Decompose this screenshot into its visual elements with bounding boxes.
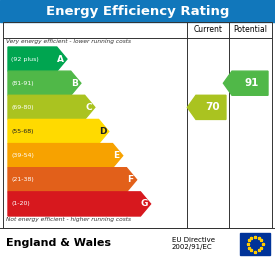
Text: Very energy efficient - lower running costs: Very energy efficient - lower running co… — [6, 39, 131, 44]
Text: D: D — [99, 127, 106, 136]
Text: (21-38): (21-38) — [11, 177, 34, 182]
Text: Not energy efficient - higher running costs: Not energy efficient - higher running co… — [6, 217, 131, 222]
Text: C: C — [86, 103, 92, 112]
Text: Potential: Potential — [233, 26, 268, 35]
Polygon shape — [8, 143, 123, 168]
Polygon shape — [8, 119, 109, 143]
Text: England & Wales: England & Wales — [6, 238, 111, 248]
Polygon shape — [187, 95, 226, 119]
Polygon shape — [223, 71, 268, 95]
Text: E: E — [114, 151, 120, 160]
Bar — [240, 233, 270, 255]
Text: 91: 91 — [245, 78, 259, 88]
Text: 2002/91/EC: 2002/91/EC — [172, 244, 213, 249]
Text: (55-68): (55-68) — [11, 129, 34, 134]
Text: Energy Efficiency Rating: Energy Efficiency Rating — [46, 4, 229, 18]
Text: F: F — [128, 175, 134, 184]
Text: G: G — [141, 199, 148, 208]
Polygon shape — [8, 95, 95, 119]
Text: B: B — [71, 79, 78, 88]
Text: (1-20): (1-20) — [11, 201, 30, 206]
Text: Current: Current — [194, 26, 223, 35]
Bar — [0, 0, 275, 22]
Text: (92 plus): (92 plus) — [11, 57, 39, 62]
Text: A: A — [57, 55, 64, 63]
Text: 70: 70 — [206, 102, 220, 112]
Text: (69-80): (69-80) — [11, 105, 34, 110]
Polygon shape — [8, 71, 81, 95]
Polygon shape — [8, 47, 67, 71]
Polygon shape — [8, 168, 137, 192]
Polygon shape — [8, 192, 151, 216]
Text: EU Directive: EU Directive — [172, 237, 215, 243]
Text: (39-54): (39-54) — [11, 153, 34, 158]
Text: (81-91): (81-91) — [11, 81, 34, 86]
Bar — [3, 22, 272, 228]
Bar — [0, 228, 275, 258]
